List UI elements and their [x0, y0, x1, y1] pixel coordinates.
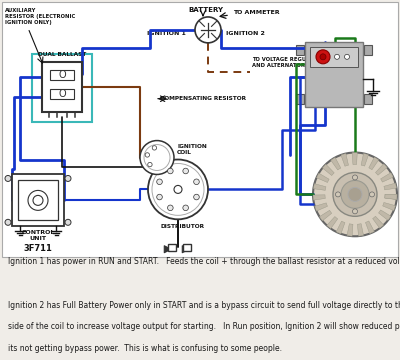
Circle shape [316, 50, 330, 64]
Circle shape [5, 175, 11, 181]
Wedge shape [376, 164, 387, 175]
Text: COMPENSATING RESISTOR: COMPENSATING RESISTOR [160, 96, 246, 101]
Circle shape [144, 145, 170, 171]
Wedge shape [336, 221, 345, 234]
Wedge shape [315, 203, 328, 211]
FancyArrowPatch shape [164, 246, 171, 253]
Wedge shape [385, 194, 397, 199]
Text: Ignition 1 has power in RUN and START.   Feeds the coil + through the ballast re: Ignition 1 has power in RUN and START. F… [8, 257, 400, 266]
Text: O: O [58, 70, 66, 80]
Circle shape [5, 219, 11, 225]
Wedge shape [347, 224, 353, 236]
Text: CONTROL
UNIT: CONTROL UNIT [21, 230, 55, 241]
Bar [12, 175, 64, 226]
Circle shape [352, 209, 358, 214]
Bar [296, 45, 304, 55]
Bar [50, 89, 74, 99]
Text: Ignition 2 has Full Battery Power only in START and is a bypass circuit to send : Ignition 2 has Full Battery Power only i… [8, 301, 400, 310]
Circle shape [174, 185, 182, 193]
Text: DISTRIBUTOR: DISTRIBUTOR [161, 224, 205, 229]
Circle shape [194, 194, 199, 200]
Bar [364, 45, 372, 55]
Circle shape [157, 194, 162, 200]
Circle shape [341, 180, 369, 208]
Circle shape [183, 205, 188, 211]
Wedge shape [366, 221, 374, 234]
Circle shape [194, 179, 199, 185]
Text: IGNITION 1: IGNITION 1 [147, 31, 186, 36]
Ellipse shape [28, 190, 48, 210]
Wedge shape [313, 195, 325, 200]
Bar [364, 94, 372, 104]
Text: BATTERY: BATTERY [188, 7, 224, 13]
Wedge shape [313, 184, 326, 190]
Circle shape [348, 188, 362, 201]
Bar [50, 70, 74, 80]
Text: 3F711: 3F711 [24, 244, 52, 253]
Circle shape [65, 175, 71, 181]
Wedge shape [316, 173, 329, 183]
Circle shape [65, 219, 71, 225]
Circle shape [344, 54, 350, 59]
Wedge shape [378, 210, 391, 220]
Wedge shape [373, 216, 384, 228]
Text: side of the coil to increase voltage output for starting.   In Run position, Ign: side of the coil to increase voltage out… [8, 322, 400, 331]
Wedge shape [320, 210, 332, 221]
Bar [32, 54, 92, 122]
Bar [310, 47, 358, 67]
Circle shape [148, 162, 152, 167]
Bar [42, 62, 82, 112]
Wedge shape [383, 202, 396, 211]
Circle shape [148, 159, 208, 219]
Circle shape [168, 205, 173, 211]
Wedge shape [361, 153, 368, 166]
Circle shape [313, 153, 397, 236]
Wedge shape [384, 183, 396, 190]
Circle shape [152, 146, 157, 150]
Wedge shape [352, 153, 357, 165]
Ellipse shape [33, 195, 43, 205]
Circle shape [195, 17, 221, 43]
Wedge shape [358, 224, 364, 236]
Text: its not getting bypass power.  This is what is confusing to some people.: its not getting bypass power. This is wh… [8, 344, 282, 353]
Circle shape [320, 54, 326, 60]
Bar [183, 244, 191, 251]
Circle shape [336, 192, 340, 197]
Circle shape [370, 192, 374, 197]
Bar [296, 94, 304, 104]
Bar [168, 244, 176, 251]
Wedge shape [381, 173, 393, 182]
Wedge shape [369, 157, 379, 170]
Text: O: O [58, 89, 66, 99]
Circle shape [145, 153, 150, 157]
Wedge shape [385, 194, 397, 199]
Circle shape [152, 163, 204, 215]
Circle shape [183, 168, 188, 174]
Wedge shape [327, 217, 338, 229]
Text: DUAL BALLAST: DUAL BALLAST [38, 52, 86, 57]
Circle shape [352, 175, 358, 180]
Text: AUXILIARY
RESISTOR (ELECTRONIC
IGNITION ONLY): AUXILIARY RESISTOR (ELECTRONIC IGNITION … [5, 8, 75, 24]
Text: IGNITION
COIL: IGNITION COIL [177, 144, 207, 155]
Wedge shape [331, 158, 341, 170]
Circle shape [168, 168, 173, 174]
Circle shape [157, 179, 162, 185]
Wedge shape [341, 153, 348, 166]
Text: TO AMMETER: TO AMMETER [233, 10, 280, 15]
Circle shape [333, 172, 377, 216]
Bar [305, 42, 363, 107]
Text: IGNITION 2: IGNITION 2 [226, 31, 265, 36]
Wedge shape [322, 164, 334, 176]
Text: TO VOLTAGE REGULATOR
AND ALTERNATOR FIELD: TO VOLTAGE REGULATOR AND ALTERNATOR FIEL… [252, 57, 325, 68]
Circle shape [334, 54, 340, 59]
Circle shape [140, 140, 174, 175]
FancyArrowPatch shape [182, 246, 189, 253]
Bar [18, 180, 58, 220]
